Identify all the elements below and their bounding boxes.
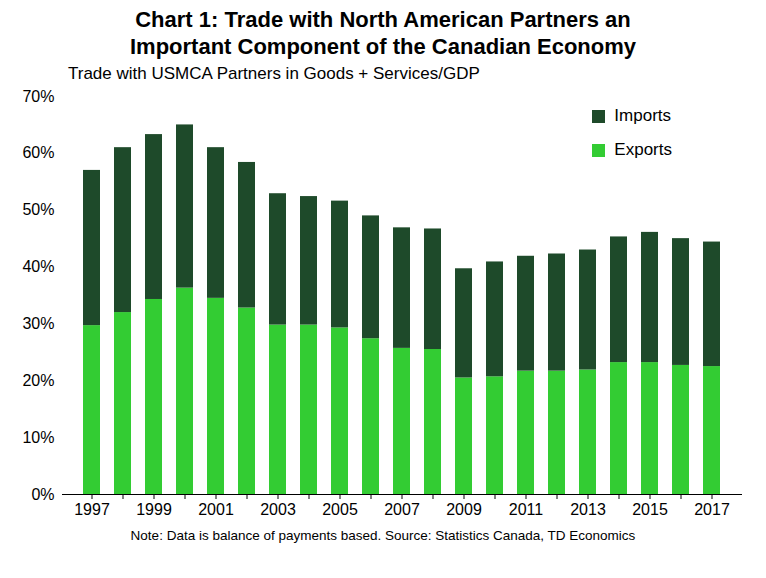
svg-text:2015: 2015 [632,501,668,518]
svg-text:50%: 50% [22,201,54,218]
svg-text:70%: 70% [22,88,54,105]
html-text:Imports: Imports [614,106,671,125]
svg-text:30%: 30% [22,315,54,332]
svg-text:2003: 2003 [260,501,296,518]
svg-text:20%: 20% [22,372,54,389]
svg-text:2011: 2011 [509,501,544,518]
svg-text:2009: 2009 [446,501,482,518]
html-text:Trade with USMCA Partners in G: Trade with USMCA Partners in Goods + Ser… [68,64,480,83]
html-text:Note: Data is balance of payme: Note: Data is balance of payments based.… [130,528,636,543]
html-text:Chart 1: Trade with North Amer: Chart 1: Trade with North American Partn… [130,7,636,59]
html-text:Exports: Exports [614,140,672,159]
svg-text:2007: 2007 [384,501,420,518]
svg-text:2005: 2005 [322,501,358,518]
svg-text:2001: 2001 [198,501,234,518]
svg-text:1997: 1997 [74,501,110,518]
svg-text:60%: 60% [22,144,54,161]
svg-text:2013: 2013 [570,501,606,518]
svg-text:40%: 40% [22,258,54,275]
svg-text:10%: 10% [22,429,54,446]
svg-text:2017: 2017 [694,501,730,518]
svg-text:1999: 1999 [136,501,172,518]
svg-text:0%: 0% [31,486,54,503]
